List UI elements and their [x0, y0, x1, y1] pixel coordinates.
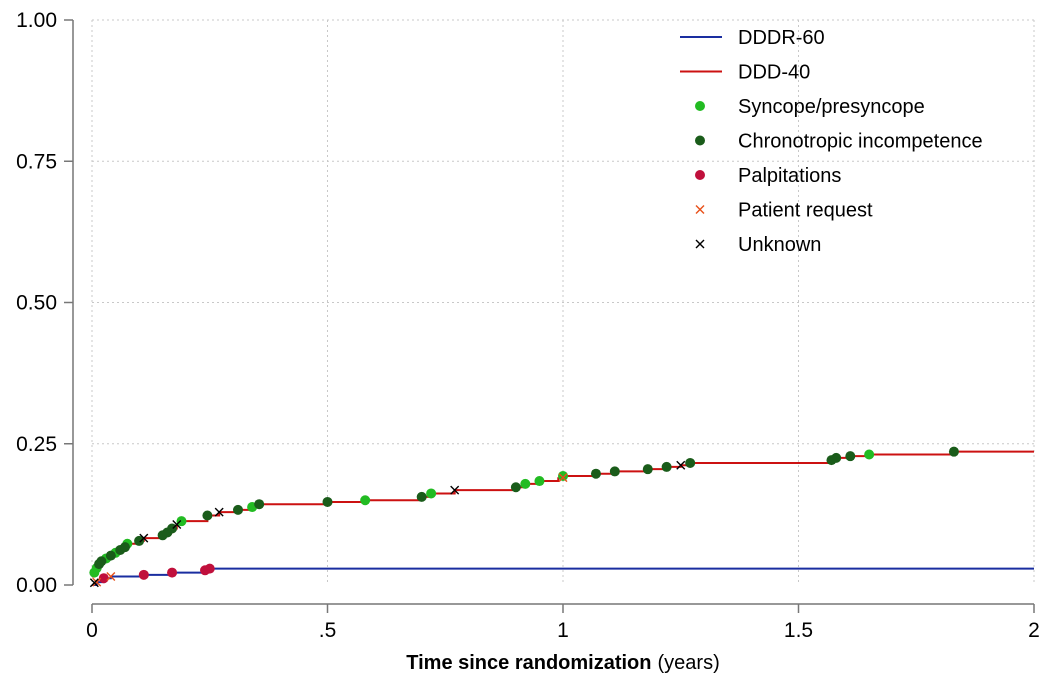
- event-markers: [89, 446, 959, 588]
- marker-chronotropic-incompetence: [134, 535, 145, 546]
- marker-chronotropic-incompetence: [845, 451, 856, 462]
- legend-label-dddr-60: DDDR-60: [738, 27, 825, 49]
- marker-unknown: [676, 460, 686, 470]
- marker-chronotropic-incompetence: [233, 504, 244, 515]
- marker-syncope-presyncope: [176, 516, 187, 527]
- marker-chronotropic-incompetence: [322, 496, 333, 507]
- legend-label-syncope-presyncope: Syncope/presyncope: [738, 96, 925, 118]
- axes: 0.00 0.25 0.50 0.75 1.00 0 .5 1 1.5 2: [16, 9, 1040, 642]
- marker-chronotropic-incompetence: [254, 499, 265, 510]
- marker-syncope-presyncope: [520, 478, 531, 489]
- x-tick-label: 1: [557, 619, 569, 642]
- marker-syncope-presyncope: [426, 488, 437, 499]
- legend-marker-syncope-presyncope: [695, 101, 705, 111]
- legend-marker-patient-request-stroke: [695, 205, 705, 214]
- marker-chronotropic-incompetence: [96, 556, 107, 567]
- x-axis-label-bold: Time since randomization: [406, 652, 651, 674]
- marker-chronotropic-incompetence: [831, 452, 842, 463]
- marker-chronotropic-incompetence: [642, 464, 653, 475]
- legend-marker-patient-request: [695, 205, 705, 214]
- marker-unknown: [139, 533, 149, 543]
- marker-chronotropic-incompetence: [510, 482, 521, 493]
- legend-marker-chronotropic-incompetence: [695, 135, 705, 146]
- x-tick-label: 1.5: [784, 619, 813, 642]
- marker-chronotropic-incompetence: [609, 466, 620, 477]
- marker-unknown: [89, 578, 99, 588]
- marker-unknown-stroke: [214, 507, 224, 517]
- marker-chronotropic-incompetence: [202, 510, 213, 521]
- marker-unknown-stroke: [450, 485, 460, 495]
- marker-palpitations: [167, 567, 178, 578]
- marker-unknown: [172, 520, 182, 530]
- marker-palpitations: [138, 569, 149, 580]
- marker-unknown-stroke: [676, 460, 686, 470]
- legend-label-ddd-40: DDD-40: [738, 62, 810, 84]
- legend-label-unknown: Unknown: [738, 234, 821, 256]
- x-tick-label: 2: [1028, 619, 1040, 642]
- marker-chronotropic-incompetence: [119, 542, 130, 553]
- y-tick-label: 0.50: [16, 292, 57, 315]
- legend-label-patient-request: Patient request: [738, 200, 873, 222]
- legend-marker-palpitations: [695, 170, 705, 180]
- marker-palpitations: [204, 563, 215, 574]
- marker-chronotropic-incompetence: [661, 461, 672, 472]
- legend-marker-unknown-stroke: [695, 239, 705, 249]
- y-tick-label: 0.75: [16, 150, 57, 173]
- marker-syncope-presyncope: [534, 476, 545, 487]
- y-tick-label: 0.25: [16, 433, 57, 456]
- x-tick-label: 0: [86, 619, 98, 642]
- marker-chronotropic-incompetence: [948, 446, 959, 457]
- marker-syncope-presyncope: [558, 470, 568, 481]
- marker-syncope-presyncope: [864, 449, 875, 460]
- y-tick-label: 1.00: [16, 9, 57, 32]
- legend: DDDR-60 DDD-40 Syncope/presyncope Chronotro…: [680, 27, 983, 256]
- marker-patient-request-stroke: [558, 473, 568, 483]
- legend-marker-unknown: [695, 239, 705, 249]
- legend-label-palpitations: Palpitations: [738, 165, 841, 187]
- y-tick-label: 0.00: [16, 574, 57, 597]
- marker-unknown-stroke: [89, 578, 99, 588]
- marker-chronotropic-incompetence: [416, 491, 427, 502]
- marker-syncope-presyncope: [360, 495, 371, 506]
- marker-unknown-stroke: [139, 533, 149, 543]
- marker-chronotropic-incompetence: [105, 550, 116, 561]
- marker-patient-request: [106, 572, 116, 582]
- marker-patient-request-stroke: [106, 572, 116, 582]
- marker-chronotropic-incompetence: [590, 468, 601, 479]
- marker-chronotropic-incompetence: [685, 457, 696, 468]
- x-axis-label: Time since randomization (years): [406, 652, 719, 674]
- marker-patient-request-stroke: [92, 577, 102, 587]
- marker-unknown: [214, 507, 224, 517]
- marker-patient-request: [92, 577, 102, 587]
- x-tick-label: .5: [319, 619, 337, 642]
- grid: [91, 19, 1035, 585]
- marker-palpitations: [98, 573, 109, 584]
- x-axis-label-unit: (years): [658, 652, 720, 674]
- marker-patient-request: [558, 473, 568, 483]
- legend-label-chronotropic-incompetence: Chronotropic incompetence: [738, 131, 983, 153]
- marker-unknown: [450, 485, 460, 495]
- marker-unknown-stroke: [172, 520, 182, 530]
